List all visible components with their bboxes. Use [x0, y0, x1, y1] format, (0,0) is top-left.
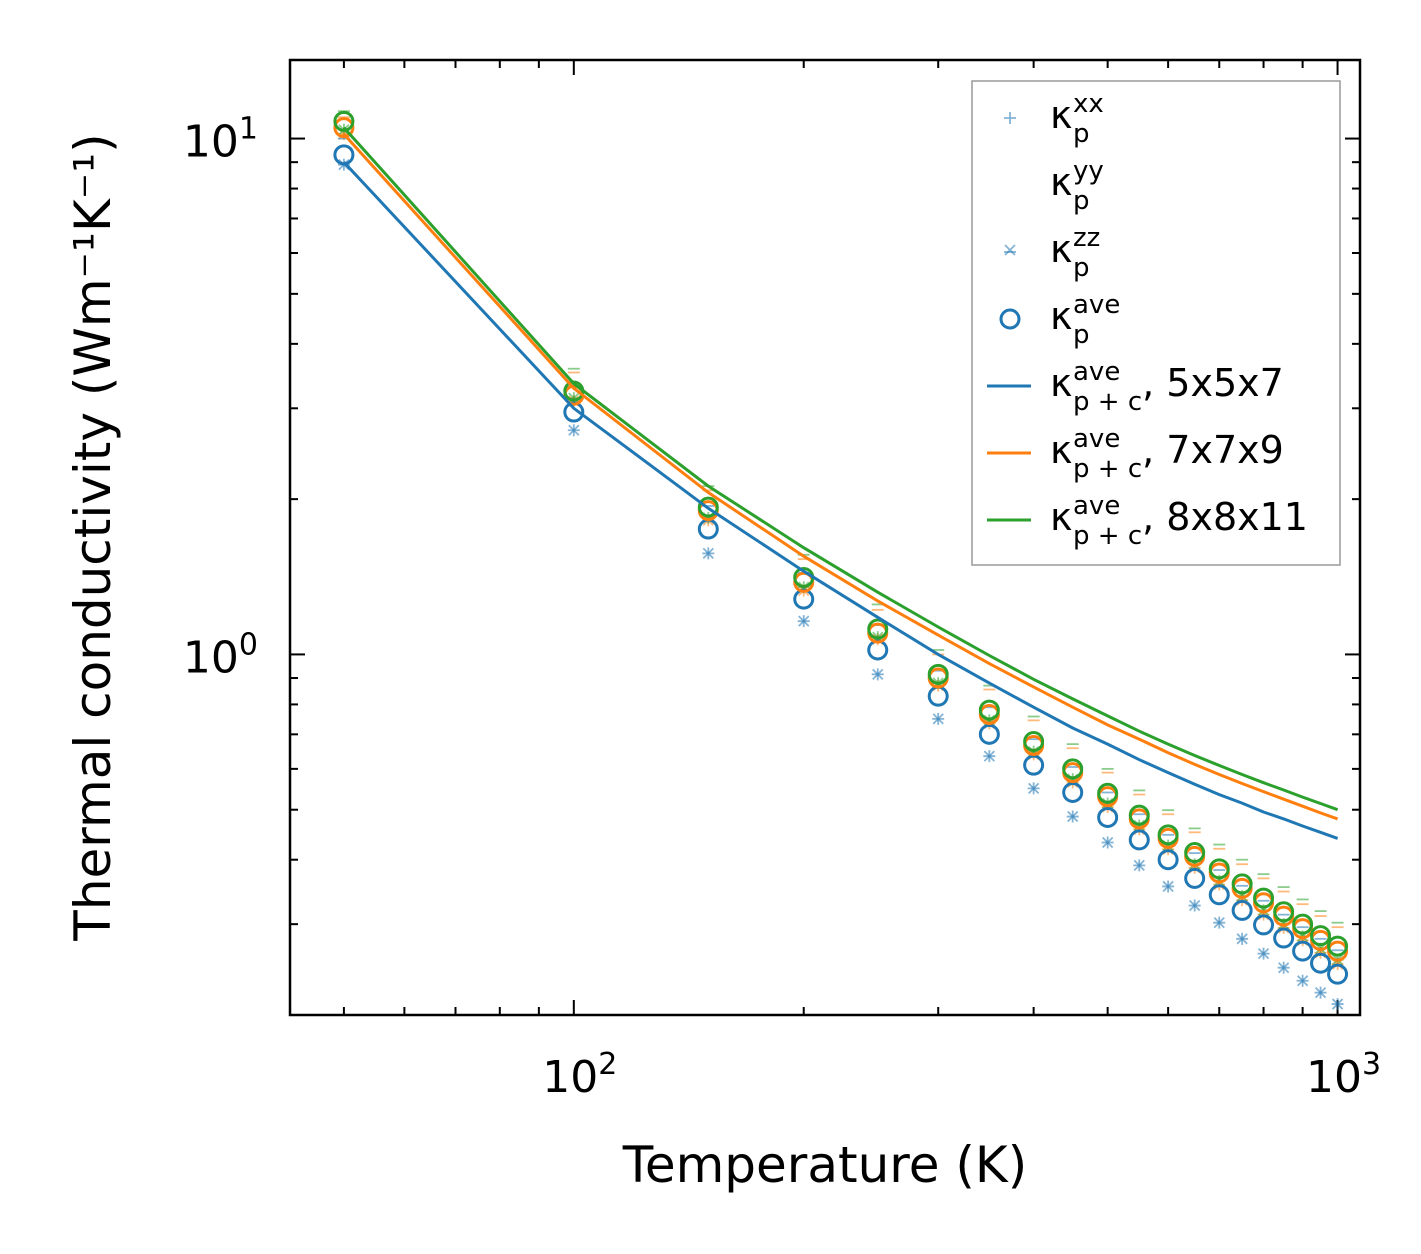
kyy-point [1027, 782, 1040, 794]
x-tick-label: 103 [1306, 1047, 1381, 1103]
legend-handle-kxx [1004, 112, 1016, 124]
kave-point [1208, 884, 1230, 906]
kave-point [1327, 935, 1349, 957]
kyy-point [932, 713, 944, 725]
legend-entry-label: κave p + c, 7x7x9 [1050, 424, 1284, 484]
legend-handle-kyy [1004, 244, 1016, 256]
kyy-point [1213, 917, 1225, 929]
kyy-point [1257, 948, 1270, 960]
kave-point [1208, 858, 1230, 880]
kave-point [1157, 824, 1179, 846]
legend: κxx p κyy p κzz p κave p κave p + c, 5x5x7 κave p +… [971, 80, 1341, 566]
kyy-point [1331, 998, 1344, 1010]
y-tick-label: 100 [183, 627, 258, 683]
kave-point [1062, 781, 1084, 803]
legend-entry-label: κave p + c, 8x8x11 [1050, 491, 1308, 551]
legend-entry-label: κave p [1050, 290, 1120, 350]
kyy-point [983, 750, 995, 762]
legend-entry-label: κave p + c, 5x5x7 [1050, 357, 1284, 417]
y-axis-label: Thermal conductivity (Wm⁻¹K⁻¹) [64, 133, 122, 941]
kave-point [1184, 842, 1206, 864]
kyy-point [798, 615, 810, 627]
kyy-point [1162, 880, 1174, 893]
minor-ticks [290, 60, 1360, 1016]
kpc-line-7x7x9 [342, 133, 1339, 821]
kyy-point [1067, 810, 1079, 823]
kave-point [1184, 867, 1206, 889]
kave-markers [333, 110, 1349, 985]
kyy-point [1296, 975, 1309, 987]
kyy-point [1278, 962, 1290, 974]
kave-point [927, 663, 949, 685]
kave-point [1253, 914, 1275, 936]
kave-point [1023, 730, 1045, 752]
kyy-point [1102, 836, 1114, 849]
kave-point [1128, 829, 1150, 851]
kave-point [867, 618, 889, 640]
kave-point [1292, 940, 1314, 962]
kave-point [1062, 758, 1084, 780]
kyy-point [568, 424, 580, 436]
kave-point [1310, 925, 1332, 947]
kave-point [1327, 963, 1349, 985]
kave-point [697, 496, 719, 518]
kave-point [1023, 754, 1045, 776]
plot-frame [288, 58, 1362, 1017]
kave-point [1292, 913, 1314, 935]
kyy-point [702, 547, 714, 560]
tick-labels: 102 103 100 101 [183, 112, 1381, 1103]
y-tick-label: 101 [183, 112, 258, 168]
legend-entry-label: κxx p [1050, 89, 1104, 149]
x-tick-label: 102 [542, 1047, 617, 1103]
legend-box [971, 80, 1341, 566]
legend-entry-label: κyy p [1050, 156, 1104, 216]
kave-point [978, 723, 1000, 745]
legend-handle-kave [999, 308, 1021, 330]
kyy-point [1314, 986, 1327, 999]
kave-point [333, 110, 355, 132]
x-axis-label: Temperature (K) [622, 1136, 1027, 1194]
kave-point [1310, 952, 1332, 974]
kpc-line-8x8x11 [342, 126, 1339, 812]
kyy-point [872, 668, 884, 680]
kave-point [333, 117, 355, 139]
kyy-point [568, 392, 580, 404]
kave-point [1097, 782, 1119, 804]
kpc-line-5x5x7 [342, 161, 1339, 840]
kyy-point [1236, 933, 1248, 945]
kave-point [1253, 887, 1275, 909]
kave-point [1231, 873, 1253, 895]
kave-point [1097, 806, 1119, 828]
kave-point [1273, 901, 1295, 923]
kyy-point [1133, 859, 1145, 872]
legend-entry-label: κzz p [1050, 223, 1100, 283]
kave-point [1157, 849, 1179, 871]
kpc-lines [342, 126, 1339, 840]
kave-point [1273, 927, 1295, 949]
kave-point [1128, 804, 1150, 826]
kyy-point [1189, 899, 1201, 912]
kave-point [978, 699, 1000, 721]
kave-point [1231, 899, 1253, 921]
